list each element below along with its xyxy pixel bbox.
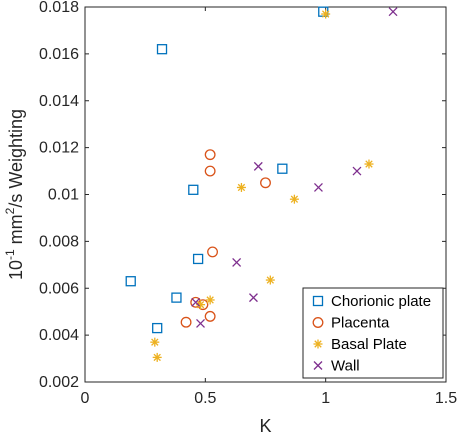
y-tick-label: 0.002	[39, 374, 79, 391]
point-wall	[313, 183, 323, 192]
y-tick-label: 0.01	[48, 187, 79, 204]
legend-label-basal-plate: Basal Plate	[331, 336, 407, 353]
x-axis-label: K	[259, 416, 271, 436]
point-chorionic-plate	[156, 44, 168, 55]
y-tick-label: 0.012	[39, 140, 79, 157]
x-tick-label: 1	[321, 390, 330, 407]
x-tick-label: 0	[81, 390, 90, 407]
x-tick-label: 1.5	[435, 390, 457, 407]
point-chorionic-plate	[152, 322, 163, 334]
y-label-base-exponent: -1	[3, 249, 17, 260]
point-basal-plate	[150, 337, 160, 347]
legend: Chorionic plate Placenta Basal Plate Wall	[302, 287, 444, 379]
point-wall	[191, 297, 201, 307]
y-tick-label: 0.006	[39, 280, 79, 297]
y-tick-label: 0.018	[39, 0, 79, 16]
point-wall	[232, 258, 242, 267]
legend-label-placenta: Placenta	[331, 315, 390, 332]
legend-marker-basal-plate	[313, 339, 323, 349]
y-axis-ticks: 0.002 0.004 0.006 0.008 0.01 0.012 0.014 0.016 0…	[39, 0, 446, 391]
legend-marker-chorionic-plate	[312, 295, 324, 307]
point-placenta	[204, 165, 216, 177]
y-tick-label: 0.016	[39, 46, 79, 63]
point-chorionic-plate	[192, 253, 204, 265]
x-axis-ticks: 0 0.5 1 1.5	[81, 7, 457, 407]
point-basal-plate	[236, 182, 246, 192]
point-basal-plate	[289, 194, 299, 204]
legend-box	[302, 287, 444, 379]
point-placenta	[204, 310, 216, 322]
point-basal-plate	[265, 275, 275, 285]
point-chorionic-plate	[188, 184, 199, 195]
legend-marker-wall	[313, 361, 323, 370]
y-tick-label: 0.008	[39, 233, 79, 250]
x-tick-label: 0.5	[194, 390, 216, 407]
legend-marker-placenta	[312, 317, 324, 328]
y-tick-label: 0.014	[39, 93, 79, 110]
legend-label-wall: Wall	[331, 358, 360, 375]
point-chorionic-plate	[171, 292, 182, 303]
point-wall	[388, 7, 398, 17]
point-basal-plate	[364, 159, 374, 169]
y-label-unit-exponent: 2	[3, 207, 17, 214]
point-placenta	[260, 177, 271, 189]
legend-label-chorionic-plate: Chorionic plate	[331, 293, 431, 310]
y-label-base: 10	[6, 260, 26, 280]
point-chorionic-plate	[277, 163, 288, 174]
point-placenta	[180, 316, 192, 328]
point-wall	[196, 318, 205, 328]
point-basal-plate	[205, 295, 215, 305]
y-axis-label: 10-1 mm2/s Weighting	[3, 109, 26, 280]
y-label-unit-tail: /s Weighting	[6, 109, 26, 208]
point-wall	[352, 166, 362, 176]
point-placenta	[207, 246, 219, 258]
y-label-unit: mm	[6, 214, 26, 249]
point-chorionic-plate	[125, 276, 136, 287]
point-basal-plate	[321, 9, 331, 19]
point-wall	[249, 293, 258, 303]
y-tick-label: 0.004	[39, 327, 79, 344]
point-wall	[253, 161, 263, 171]
point-placenta	[204, 149, 216, 161]
point-basal-plate	[152, 352, 162, 362]
data-markers	[125, 6, 398, 362]
